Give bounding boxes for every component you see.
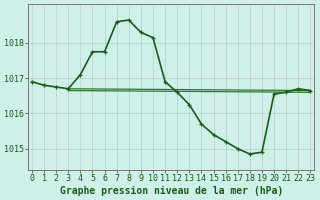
- X-axis label: Graphe pression niveau de la mer (hPa): Graphe pression niveau de la mer (hPa): [60, 186, 283, 196]
